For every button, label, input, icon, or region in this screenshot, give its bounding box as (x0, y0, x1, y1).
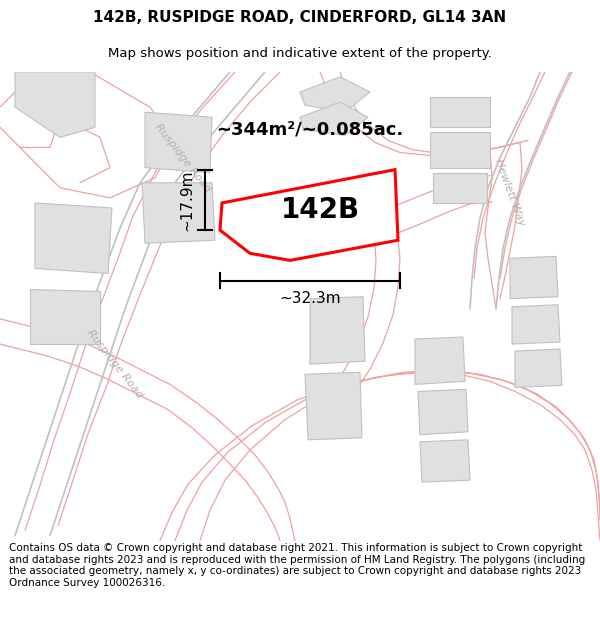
Text: ~32.3m: ~32.3m (279, 291, 341, 306)
Polygon shape (433, 173, 487, 203)
Text: Map shows position and indicative extent of the property.: Map shows position and indicative extent… (108, 48, 492, 61)
Polygon shape (512, 305, 560, 344)
Polygon shape (305, 372, 362, 440)
Text: Contains OS data © Crown copyright and database right 2021. This information is : Contains OS data © Crown copyright and d… (9, 543, 585, 588)
Text: ~344m²/~0.085ac.: ~344m²/~0.085ac. (217, 121, 404, 138)
Text: Hewlett Way: Hewlett Way (493, 158, 527, 228)
Polygon shape (515, 349, 562, 388)
Polygon shape (418, 389, 468, 435)
Polygon shape (310, 297, 365, 364)
Text: 142B, RUSPIDGE ROAD, CINDERFORD, GL14 3AN: 142B, RUSPIDGE ROAD, CINDERFORD, GL14 3A… (94, 11, 506, 26)
Polygon shape (15, 72, 95, 138)
Polygon shape (430, 97, 490, 128)
Polygon shape (420, 440, 470, 482)
Polygon shape (145, 112, 212, 173)
Polygon shape (35, 203, 112, 274)
Polygon shape (30, 289, 100, 344)
Polygon shape (300, 102, 368, 136)
Text: Ruspidge Road: Ruspidge Road (85, 328, 145, 401)
Polygon shape (220, 169, 398, 261)
Text: 142B: 142B (280, 196, 359, 224)
Polygon shape (510, 256, 558, 299)
Polygon shape (430, 132, 490, 168)
Text: ~17.9m: ~17.9m (179, 169, 194, 231)
Polygon shape (142, 182, 215, 243)
Polygon shape (300, 77, 370, 112)
Polygon shape (415, 337, 465, 384)
Text: Ruspidge Road: Ruspidge Road (153, 121, 213, 194)
